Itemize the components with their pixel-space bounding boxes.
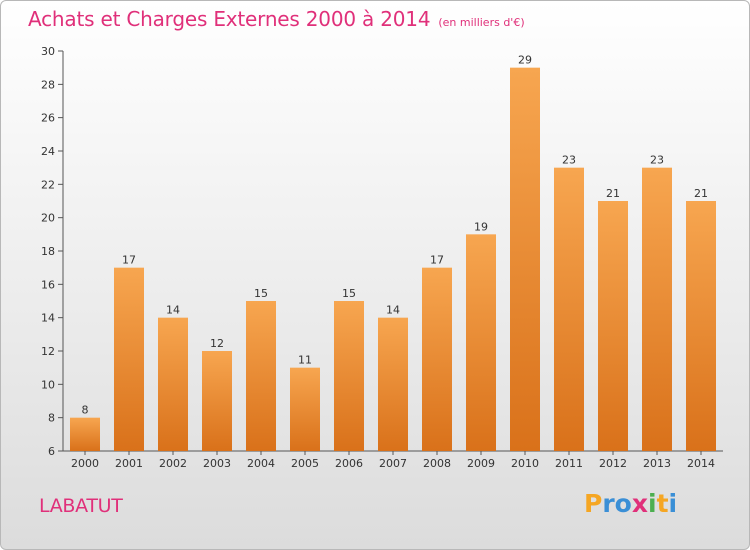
data-label-2004: 15 (254, 287, 268, 300)
y-tick-label: 24 (41, 145, 55, 158)
y-tick-label: 14 (41, 312, 55, 325)
x-tick-label: 2010 (511, 457, 539, 470)
data-label-2010: 29 (518, 54, 532, 67)
data-label-2005: 11 (298, 354, 312, 367)
y-tick-label: 28 (41, 78, 55, 91)
bar-2010 (510, 67, 540, 452)
bar-2008 (422, 267, 452, 451)
bar-2007 (378, 317, 408, 451)
data-label-2012: 21 (606, 187, 620, 200)
y-tick-label: 6 (48, 445, 55, 458)
x-tick-label: 2004 (247, 457, 275, 470)
bar-2005 (290, 367, 320, 451)
x-tick-label: 2009 (467, 457, 495, 470)
data-label-2011: 23 (562, 154, 576, 167)
bar-2013 (642, 167, 672, 451)
data-label-2008: 17 (430, 254, 444, 267)
logo-letter: t (656, 489, 669, 518)
y-tick-label: 30 (41, 45, 55, 58)
logo-letter: x (631, 489, 648, 518)
y-tick-label: 22 (41, 178, 55, 191)
data-label-2013: 23 (650, 154, 664, 167)
data-label-2003: 12 (210, 337, 224, 350)
bar-2002 (158, 317, 188, 451)
y-tick-label: 12 (41, 345, 55, 358)
x-tick-label: 2005 (291, 457, 319, 470)
bar-2004 (246, 301, 276, 451)
logo-letter: i (648, 489, 657, 518)
data-label-2009: 19 (474, 220, 488, 233)
x-tick-label: 2000 (71, 457, 99, 470)
bar-2000 (70, 417, 100, 451)
x-tick-label: 2006 (335, 457, 363, 470)
data-label-2000: 8 (82, 404, 89, 417)
x-tick-label: 2003 (203, 457, 231, 470)
data-label-2014: 21 (694, 187, 708, 200)
data-label-2006: 15 (342, 287, 356, 300)
y-tick-label: 16 (41, 278, 55, 291)
chart-title: Achats et Charges Externes 2000 à 2014 (28, 7, 431, 31)
data-label-2001: 17 (122, 254, 136, 267)
x-tick-label: 2013 (643, 457, 671, 470)
chart-unit: (en milliers d'€) (438, 16, 525, 29)
proxiti-logo: Proxiti (584, 489, 677, 518)
bar-2001 (114, 267, 144, 451)
bar-2006 (334, 301, 364, 451)
chart-title-block: Achats et Charges Externes 2000 à 2014 (e… (28, 7, 525, 31)
y-tick-label: 8 (48, 412, 55, 425)
x-tick-label: 2012 (599, 457, 627, 470)
y-tick-label: 10 (41, 378, 55, 391)
data-label-2002: 14 (166, 304, 180, 317)
bar-2011 (554, 167, 584, 451)
x-tick-label: 2001 (115, 457, 143, 470)
commune-name: LABATUT (39, 495, 123, 517)
x-tick-label: 2011 (555, 457, 583, 470)
x-tick-label: 2002 (159, 457, 187, 470)
logo-letter: r (602, 489, 615, 518)
bar-2012 (598, 201, 628, 451)
x-tick-label: 2008 (423, 457, 451, 470)
bar-2014 (686, 201, 716, 451)
data-label-2007: 14 (386, 304, 400, 317)
x-tick-label: 2007 (379, 457, 407, 470)
x-tick-label: 2014 (687, 457, 715, 470)
bar-2009 (466, 234, 496, 451)
y-tick-label: 26 (41, 112, 55, 125)
logo-letter: i (668, 489, 678, 518)
bar-2003 (202, 351, 232, 451)
logo-letter: P (584, 489, 603, 518)
y-tick-label: 20 (41, 212, 55, 225)
logo-letter: o (614, 489, 632, 518)
y-tick-label: 18 (41, 245, 55, 258)
